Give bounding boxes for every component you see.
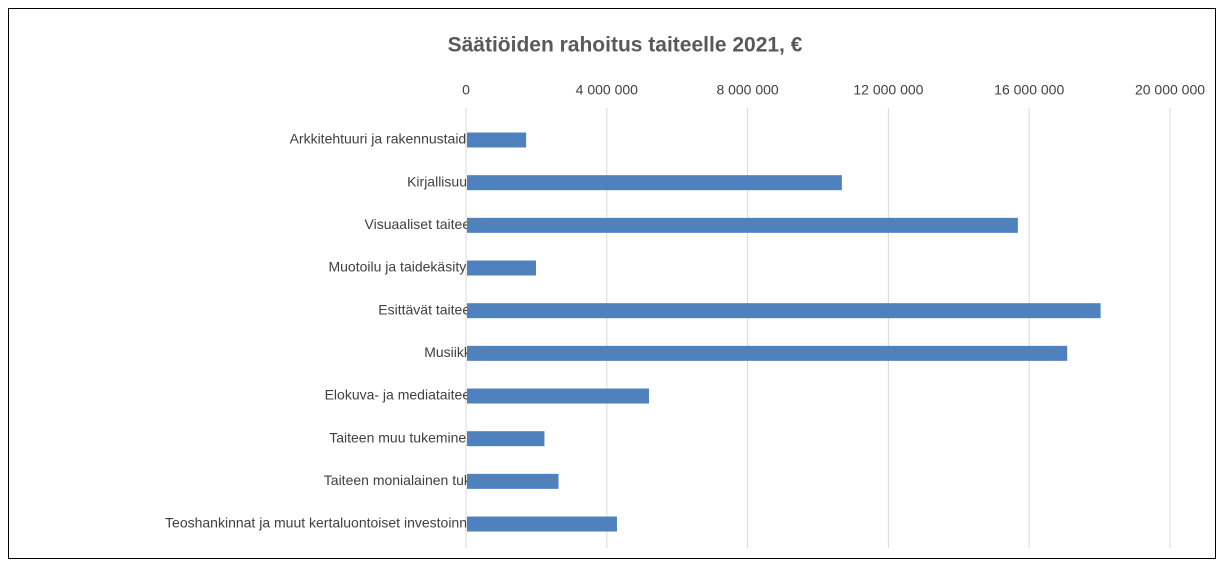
- bar: [467, 473, 559, 489]
- y-tick-label: Musiikki: [424, 344, 474, 360]
- x-tick-label: 4 000 000: [576, 82, 638, 98]
- bar: [467, 516, 617, 532]
- bar: [467, 345, 1068, 361]
- x-tick-label: 16 000 000: [994, 82, 1064, 98]
- y-tick-label: Taiteen monialainen tuki: [324, 472, 474, 488]
- bar: [467, 132, 527, 148]
- bar: [467, 217, 1018, 233]
- bar: [467, 431, 545, 447]
- y-tick-label: Muotoilu ja taidekäsityö: [328, 259, 474, 275]
- x-tick-label: 0: [462, 82, 470, 98]
- y-tick-label: Kirjallisuus: [407, 173, 474, 189]
- chart-border: [8, 8, 1216, 559]
- y-tick-label: Visuaaliset taiteet: [365, 216, 475, 232]
- y-tick-label: Taiteen muu tukeminen: [329, 429, 474, 445]
- bar: [467, 260, 536, 276]
- x-tick-label: 12 000 000: [853, 82, 923, 98]
- y-tick-label: Esittävät taiteet: [378, 301, 474, 317]
- chart-title: Säätiöiden rahoitus taiteelle 2021, €: [448, 34, 803, 57]
- bar: [467, 388, 649, 404]
- bar: [467, 175, 842, 191]
- y-tick-label: Elokuva- ja mediataiteet: [325, 387, 475, 403]
- x-tick-label: 20 000 000: [1135, 82, 1205, 98]
- x-tick-label: 8 000 000: [716, 82, 778, 98]
- y-tick-label: Arkkitehtuuri ja rakennustaide: [290, 131, 475, 147]
- bar: [467, 303, 1101, 319]
- y-tick-label: Teoshankinnat ja muut kertaluontoiset in…: [165, 515, 474, 531]
